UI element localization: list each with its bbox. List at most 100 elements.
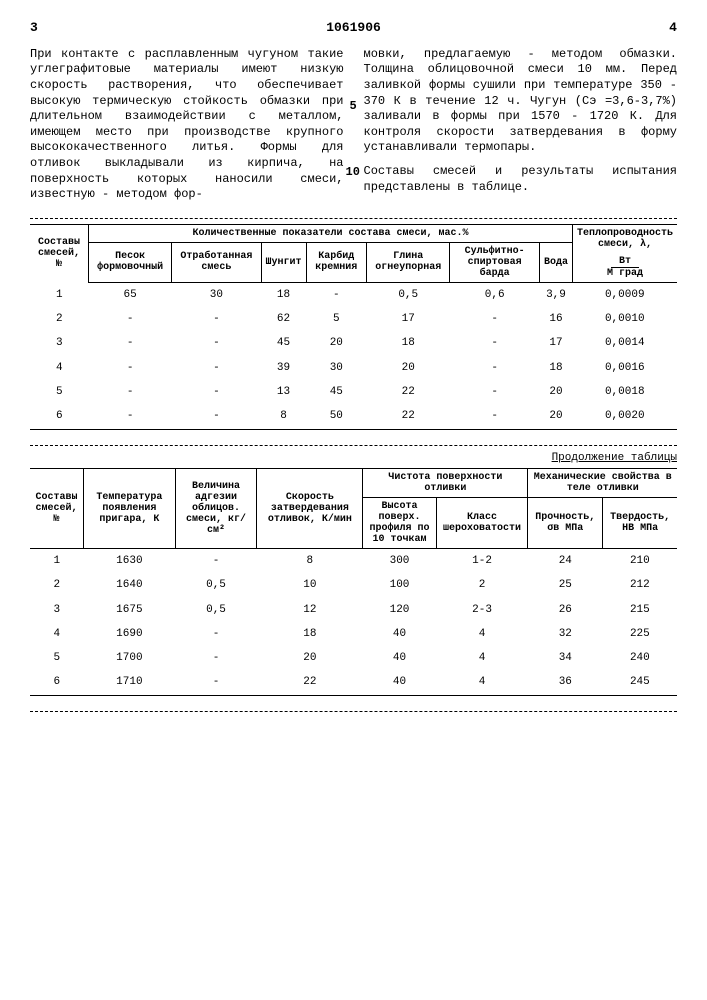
cell: 2 (30, 307, 89, 331)
cell: 120 (363, 598, 436, 622)
cell: - (450, 404, 540, 429)
cell: 0,5 (367, 282, 450, 307)
cell: - (89, 307, 172, 331)
cell: 5 (306, 307, 367, 331)
cell: 40 (363, 670, 436, 695)
table-row: 3--452018-170,0014 (30, 331, 677, 355)
table-row: 41690-1840432225 (30, 622, 677, 646)
cell: - (175, 670, 257, 695)
cell: 22 (257, 670, 363, 695)
table-row: 51700-2040434240 (30, 646, 677, 670)
cell: - (172, 331, 261, 355)
paragraph-left: При контакте с расплавленным чугуном так… (30, 47, 344, 201)
cell: 0,0010 (572, 307, 677, 331)
cell: 5 (30, 646, 84, 670)
t2-hard: Твердость, НВ МПа (603, 497, 677, 548)
cell: 18 (367, 331, 450, 355)
cell: 0,6 (450, 282, 540, 307)
t1-c4: Глина огнеупорная (367, 242, 450, 282)
cell: 4 (30, 622, 84, 646)
page-left: 3 (30, 20, 38, 37)
cell: 30 (306, 356, 367, 380)
cell: 22 (367, 380, 450, 404)
table-row: 4--393020-180,0016 (30, 356, 677, 380)
table-row: 316750,5121202-326215 (30, 598, 677, 622)
cell: 18 (539, 356, 572, 380)
t1-c2: Шунгит (261, 242, 306, 282)
cell: 17 (367, 307, 450, 331)
cell: 12 (257, 598, 363, 622)
line-marker-5: 5 (350, 99, 357, 115)
t1-lambda-unit: Вт М град (572, 253, 677, 283)
table-row: 61710-2240436245 (30, 670, 677, 695)
cell: - (89, 356, 172, 380)
cell: - (450, 356, 540, 380)
cell: 1640 (84, 573, 176, 597)
cell: 3,9 (539, 282, 572, 307)
cell: 4 (30, 356, 89, 380)
table-2: Составы смесей, № Температура появления … (30, 468, 677, 696)
cell: 1 (30, 548, 84, 573)
cell: 2 (30, 573, 84, 597)
t2-rowheader: Составы смесей, № (30, 468, 84, 548)
body-text: При контакте с расплавленным чугуном так… (30, 47, 677, 203)
cell: 18 (261, 282, 306, 307)
t2-height: Высота поверх. профиля по 10 точкам (363, 497, 436, 548)
cell: 20 (257, 646, 363, 670)
cell: 0,5 (175, 598, 257, 622)
cell: 45 (261, 331, 306, 355)
cell: 215 (603, 598, 677, 622)
cell: - (450, 331, 540, 355)
paragraph-right2: Составы смесей и результаты испытания пр… (364, 164, 678, 194)
cell: 8 (257, 548, 363, 573)
t1-c0: Песок формовочный (89, 242, 172, 282)
cell: 0,0009 (572, 282, 677, 307)
t1-lambda-header: Теплопроводность смеси, λ, (572, 224, 677, 253)
table-row: 216400,510100225212 (30, 573, 677, 597)
cell: 20 (306, 331, 367, 355)
cell: 210 (603, 548, 677, 573)
cell: 3 (30, 598, 84, 622)
cell: 22 (367, 404, 450, 429)
cell: 240 (603, 646, 677, 670)
cell: 100 (363, 573, 436, 597)
table-row: 5--134522-200,0018 (30, 380, 677, 404)
cell: 4 (436, 670, 528, 695)
cell: - (89, 404, 172, 429)
t2-purity: Чистота поверхности отливки (363, 468, 528, 497)
divider (30, 218, 677, 219)
cell: 212 (603, 573, 677, 597)
cell: 50 (306, 404, 367, 429)
cell: 20 (367, 356, 450, 380)
cell: 2-3 (436, 598, 528, 622)
cell: - (306, 282, 367, 307)
table-row: 2--62517-160,0010 (30, 307, 677, 331)
t2-mech: Механические свойства в теле отливки (528, 468, 677, 497)
cell: 62 (261, 307, 306, 331)
cell: - (172, 307, 261, 331)
cell: 65 (89, 282, 172, 307)
cell: 40 (363, 646, 436, 670)
cell: 26 (528, 598, 603, 622)
table-row: 1653018-0,50,63,90,0009 (30, 282, 677, 307)
table-1: Составы смесей, № Количественные показат… (30, 224, 677, 430)
cell: 1 (30, 282, 89, 307)
cell: 20 (539, 380, 572, 404)
cell: - (175, 622, 257, 646)
cell: 4 (436, 622, 528, 646)
divider (30, 445, 677, 446)
t2-class: Класс шероховатости (436, 497, 528, 548)
cell: 245 (603, 670, 677, 695)
cell: - (172, 356, 261, 380)
t2-temp: Температура появления пригара, К (84, 468, 176, 548)
cell: 225 (603, 622, 677, 646)
cell: - (89, 331, 172, 355)
cell: 2 (436, 573, 528, 597)
cell: 40 (363, 622, 436, 646)
t1-group-header: Количественные показатели состава смеси,… (89, 224, 573, 242)
cell: 17 (539, 331, 572, 355)
cell: 300 (363, 548, 436, 573)
cell: 4 (436, 646, 528, 670)
cell: 24 (528, 548, 603, 573)
cell: 6 (30, 404, 89, 429)
